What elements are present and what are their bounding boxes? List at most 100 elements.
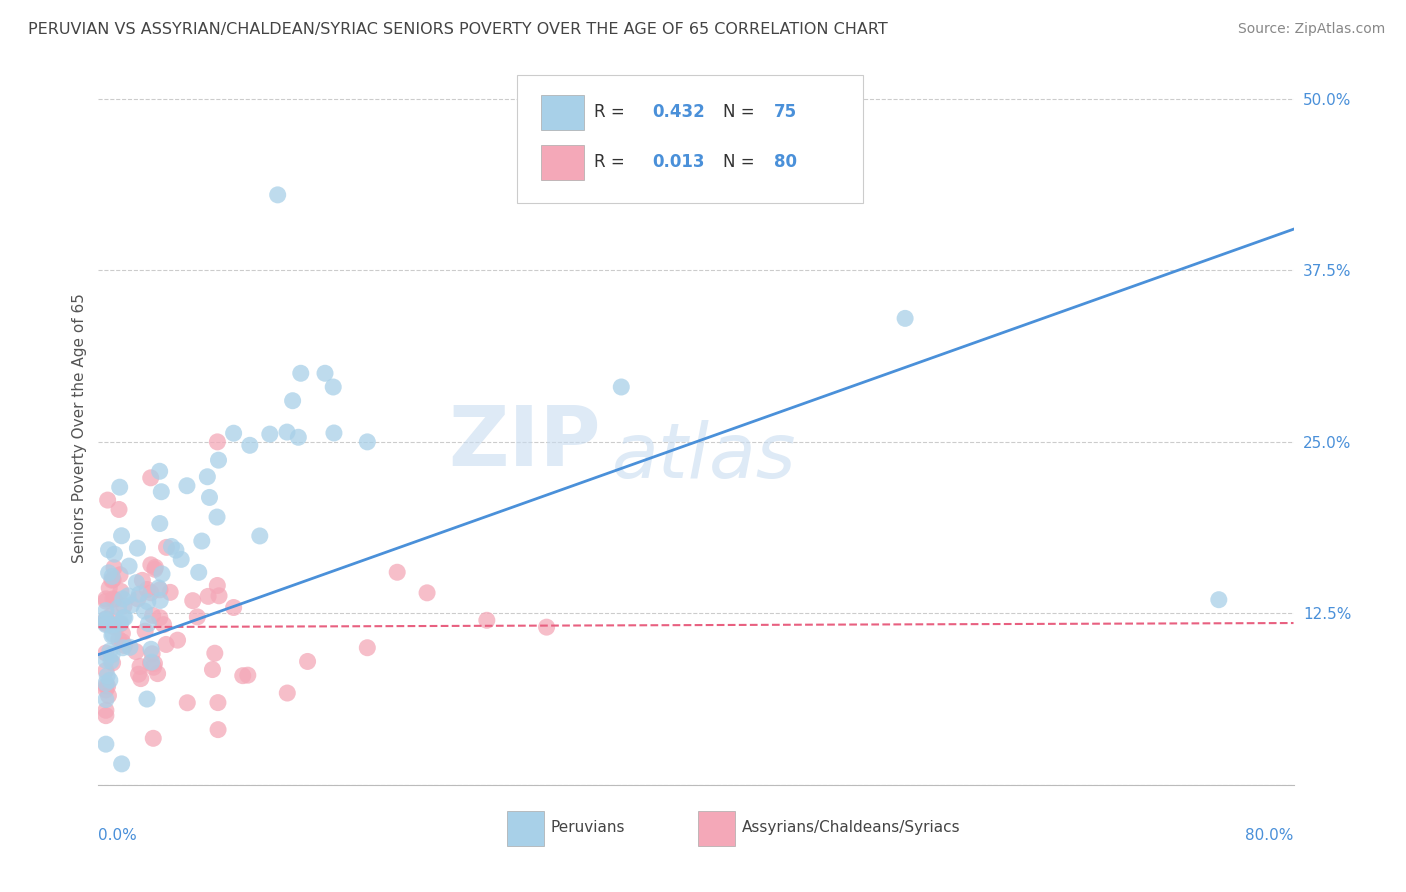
Text: Source: ZipAtlas.com: Source: ZipAtlas.com bbox=[1237, 22, 1385, 37]
Point bbox=[207, 434, 229, 449]
Point bbox=[97, 679, 120, 693]
Point bbox=[287, 430, 309, 444]
Point bbox=[149, 593, 172, 607]
Point bbox=[101, 569, 124, 583]
Point bbox=[142, 608, 165, 623]
Point bbox=[127, 591, 149, 606]
Point bbox=[114, 610, 136, 624]
Point bbox=[94, 617, 117, 632]
Point bbox=[101, 629, 124, 643]
Point bbox=[160, 540, 183, 554]
Point bbox=[125, 575, 148, 590]
Point bbox=[98, 673, 121, 688]
Point bbox=[139, 586, 162, 600]
Point bbox=[191, 534, 214, 549]
Point bbox=[149, 516, 172, 531]
Point bbox=[94, 615, 117, 630]
Text: N =: N = bbox=[724, 103, 761, 121]
FancyBboxPatch shape bbox=[517, 75, 863, 203]
Point bbox=[97, 566, 120, 580]
FancyBboxPatch shape bbox=[541, 95, 583, 130]
Point bbox=[107, 600, 129, 615]
Point bbox=[1208, 592, 1230, 607]
Point bbox=[110, 584, 132, 599]
Point bbox=[159, 585, 181, 599]
Text: 75: 75 bbox=[773, 103, 797, 121]
Point bbox=[94, 612, 117, 626]
Point bbox=[103, 618, 125, 632]
Point bbox=[143, 562, 166, 576]
Point bbox=[222, 426, 245, 441]
Point bbox=[323, 425, 346, 440]
Text: 80: 80 bbox=[773, 153, 797, 171]
Point bbox=[131, 574, 153, 588]
Point bbox=[536, 620, 558, 634]
Point bbox=[100, 654, 122, 668]
Point bbox=[118, 559, 141, 574]
Point bbox=[101, 656, 124, 670]
Point bbox=[94, 616, 117, 631]
Point bbox=[259, 427, 281, 442]
Point bbox=[103, 592, 125, 607]
Point bbox=[276, 425, 298, 439]
Point bbox=[128, 587, 150, 601]
Point bbox=[94, 604, 117, 618]
Point bbox=[101, 573, 124, 587]
Point bbox=[111, 756, 134, 771]
Point bbox=[101, 573, 124, 587]
FancyBboxPatch shape bbox=[541, 145, 583, 180]
Point bbox=[155, 541, 177, 555]
Point bbox=[143, 657, 166, 671]
Point bbox=[94, 614, 117, 628]
Text: 80.0%: 80.0% bbox=[1246, 828, 1294, 843]
Point bbox=[94, 682, 117, 697]
Point bbox=[101, 627, 124, 641]
Point bbox=[166, 633, 188, 648]
Point bbox=[94, 591, 117, 606]
Point bbox=[149, 582, 172, 597]
Point bbox=[356, 434, 378, 449]
Point bbox=[198, 491, 221, 505]
Text: R =: R = bbox=[595, 103, 630, 121]
Point bbox=[114, 639, 136, 653]
Point bbox=[94, 692, 117, 706]
Point bbox=[97, 542, 120, 557]
Point bbox=[139, 471, 162, 485]
Point bbox=[103, 547, 125, 561]
Point bbox=[152, 617, 174, 632]
Point bbox=[205, 510, 228, 524]
Point bbox=[201, 663, 224, 677]
Point bbox=[187, 566, 209, 580]
Point bbox=[181, 593, 204, 607]
Text: 0.432: 0.432 bbox=[652, 103, 704, 121]
Point bbox=[149, 610, 172, 624]
Point bbox=[249, 529, 271, 543]
Point bbox=[110, 616, 132, 631]
Point bbox=[108, 567, 131, 582]
Text: Peruvians: Peruvians bbox=[550, 821, 624, 835]
Point bbox=[149, 464, 172, 478]
Point bbox=[290, 366, 312, 380]
Point bbox=[98, 644, 121, 658]
Point bbox=[139, 558, 162, 572]
Point bbox=[170, 552, 193, 566]
Point bbox=[148, 581, 170, 595]
Text: ZIP: ZIP bbox=[449, 402, 600, 483]
Point bbox=[94, 653, 117, 667]
Point bbox=[94, 679, 117, 693]
Point bbox=[94, 664, 117, 678]
Point bbox=[239, 438, 262, 452]
Point bbox=[222, 600, 245, 615]
Point bbox=[98, 581, 121, 595]
Point bbox=[121, 598, 143, 612]
Point bbox=[139, 656, 162, 670]
Point bbox=[94, 703, 117, 717]
Point bbox=[385, 566, 409, 580]
Point bbox=[150, 484, 173, 499]
Point bbox=[118, 640, 141, 655]
Point bbox=[186, 610, 208, 624]
Point bbox=[134, 624, 156, 639]
Point bbox=[108, 502, 131, 516]
Point bbox=[142, 660, 165, 674]
Point bbox=[207, 696, 229, 710]
